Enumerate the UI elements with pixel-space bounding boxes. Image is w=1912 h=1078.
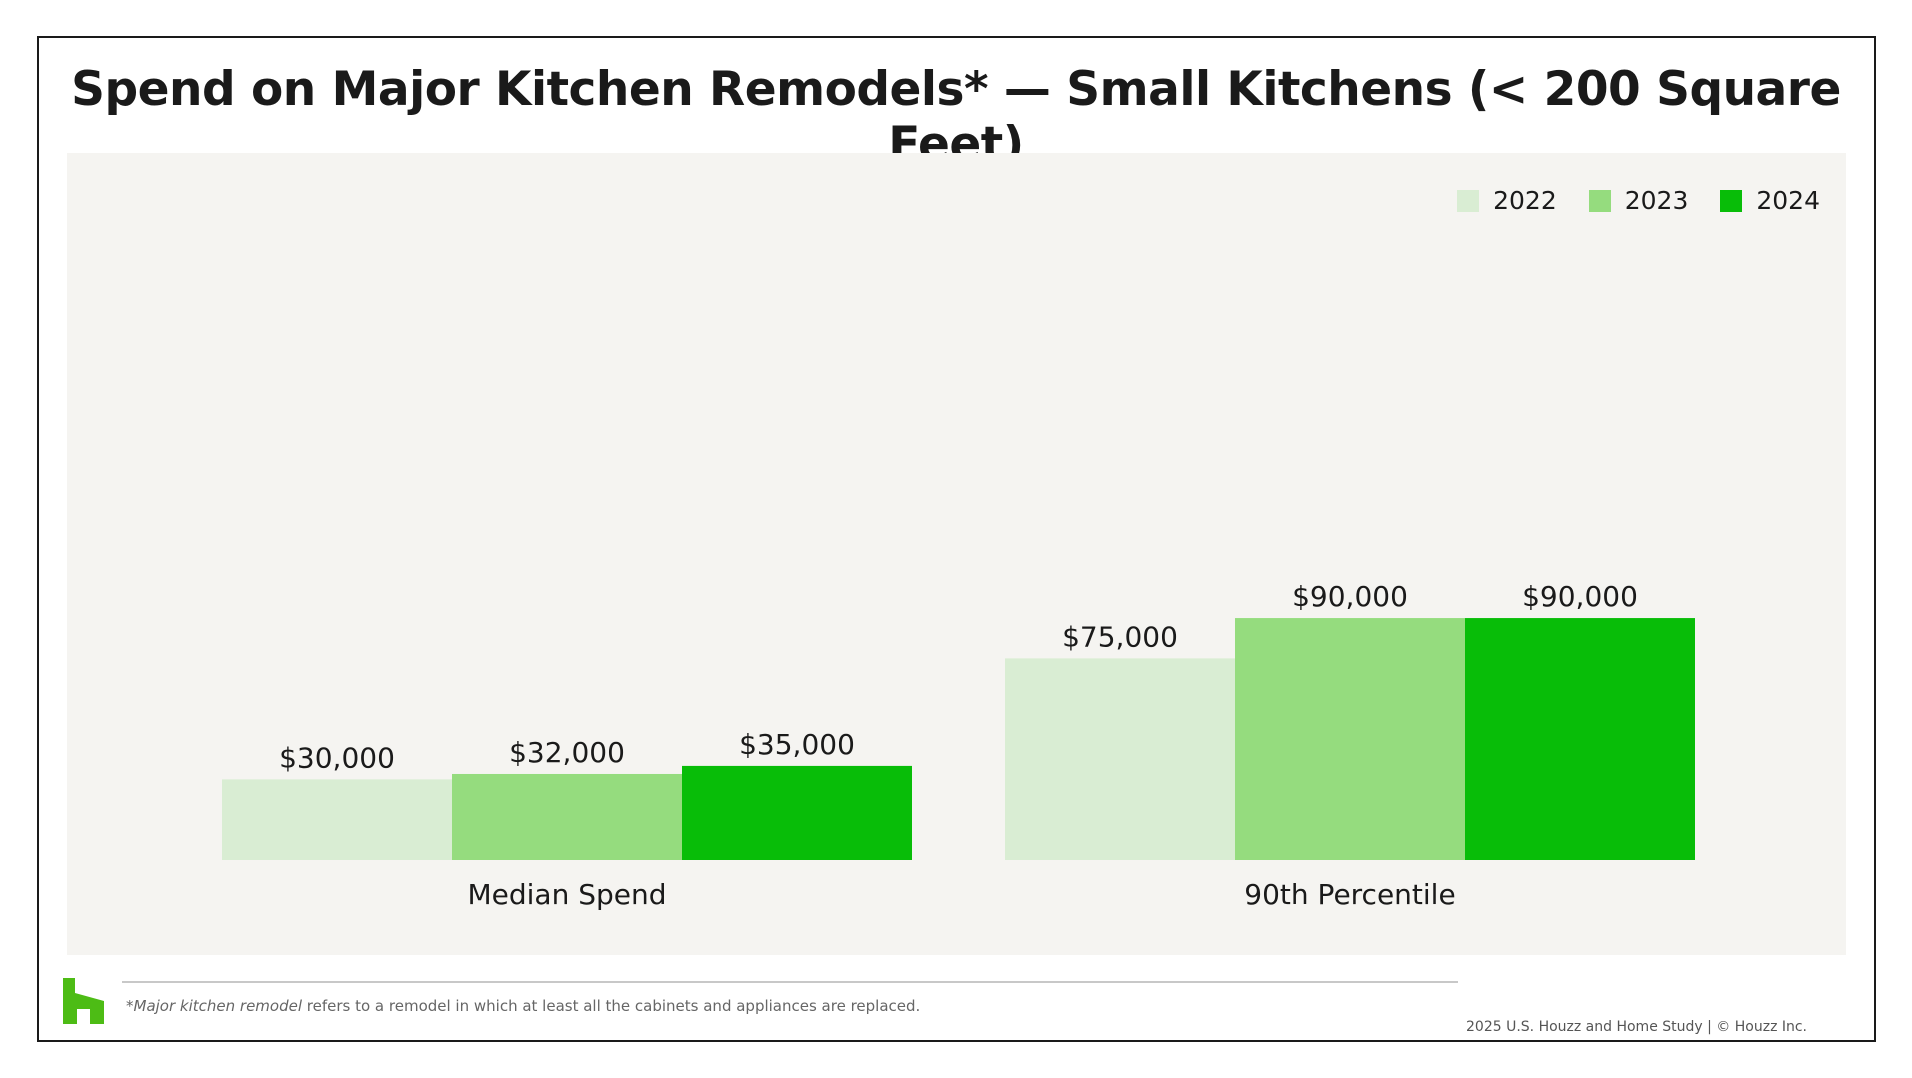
legend-item-2024: 2024 <box>1720 186 1820 215</box>
plot-panel: $30,000 $32,000 $35,000 Median Spend $75,000… <box>67 153 1846 955</box>
bar-chart: $30,000 $32,000 $35,000 Median Spend $75,000… <box>222 580 1695 911</box>
chart-legend: 2022 2023 2024 <box>1457 186 1820 215</box>
footnote: *Major kitchen remodel refers to a remod… <box>126 997 920 1015</box>
data-label-2023-90th-percentile: $90,000 <box>1292 580 1408 613</box>
legend-swatch-2024 <box>1720 189 1743 212</box>
data-label-2022-median-spend: $30,000 <box>279 741 395 774</box>
legend-label-2022: 2022 <box>1493 186 1557 215</box>
legend-label-2023: 2023 <box>1624 186 1689 215</box>
source-credit: 2025 U.S. Houzz and Home Study | © Houzz… <box>1466 1019 1808 1035</box>
bar-2024-median-spend <box>682 765 912 860</box>
category-label-median-spend: Median Spend <box>467 878 666 911</box>
data-label-2022-90th-percentile: $75,000 <box>1062 620 1178 653</box>
data-label-2023-median-spend: $32,000 <box>509 736 625 769</box>
category-label-90th-percentile: 90th Percentile <box>1244 878 1455 911</box>
legend-item-2023: 2023 <box>1588 186 1689 215</box>
footer-divider <box>122 981 1458 983</box>
houzz-logo-icon <box>63 978 104 1029</box>
legend-label-2024: 2024 <box>1756 186 1820 215</box>
bar-2023-median-spend <box>452 773 682 860</box>
data-label-2024-90th-percentile: $90,000 <box>1522 580 1638 613</box>
bar-2022-90th-percentile <box>1005 658 1235 860</box>
bar-2024-90th-percentile <box>1465 618 1695 860</box>
legend-swatch-2023 <box>1588 189 1611 212</box>
bar-2022-median-spend <box>222 779 452 860</box>
bar-2023-90th-percentile <box>1235 618 1465 860</box>
footnote-term: *Major kitchen remodel <box>126 997 303 1015</box>
legend-swatch-2022 <box>1457 189 1480 212</box>
footnote-text: refers to a remodel in which at least al… <box>302 997 921 1015</box>
data-label-2024-median-spend: $35,000 <box>739 728 855 761</box>
legend-item-2022: 2022 <box>1457 186 1557 215</box>
